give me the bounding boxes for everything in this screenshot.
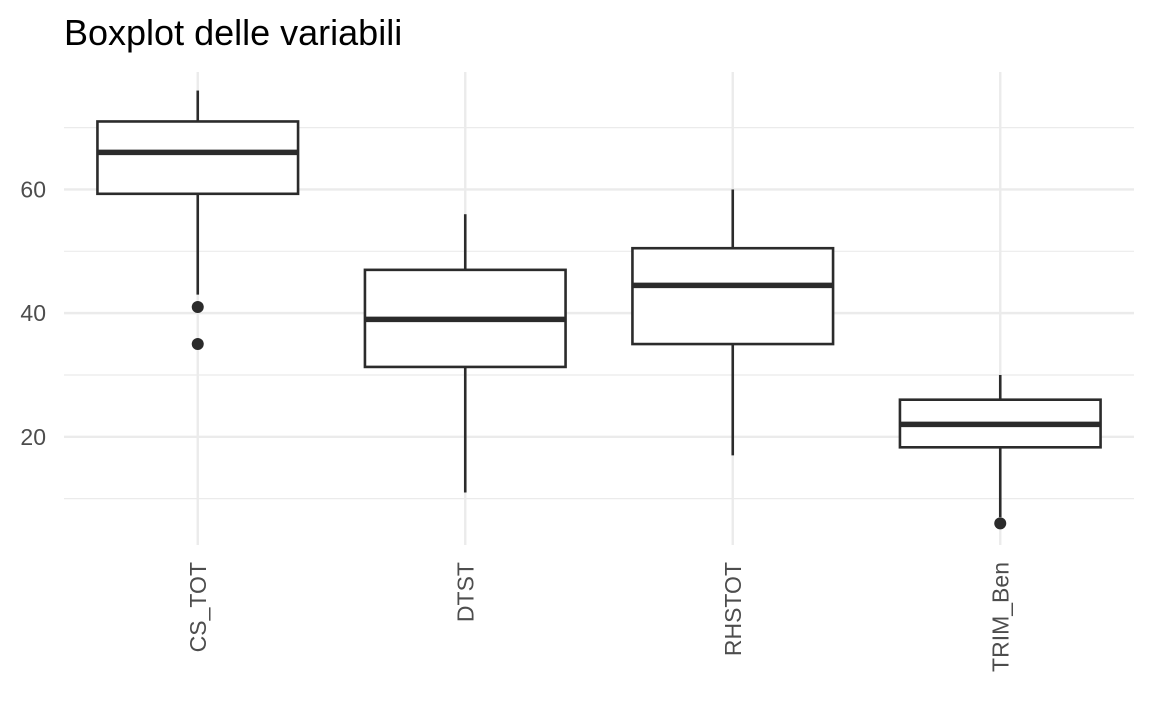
box-body [631,246,835,346]
x-tick-label: RHSTOT [720,562,746,656]
box-trim-ben [898,374,1102,530]
y-tick-label: 40 [20,300,46,326]
y-tick-label: 20 [20,424,46,450]
outlier-point [994,517,1007,530]
box-layer [96,90,1102,530]
x-tick-label: CS_TOT [185,562,211,652]
chart-title: Boxplot delle variabili [64,12,403,53]
outlier-point [191,338,204,351]
x-tick-label: TRIM_Ben [987,562,1013,672]
outlier-point [191,300,204,313]
box-cs-tot [96,90,300,351]
y-tick-label: 60 [20,176,46,202]
box-body [96,120,300,196]
x-tick-label: DTST [452,562,478,622]
axis-layer: 20 40 60 CS_TOT DTST RHSTOT TRIM_Ben [20,176,1013,671]
box-dtst [363,214,567,493]
box-rhstot [631,189,835,456]
